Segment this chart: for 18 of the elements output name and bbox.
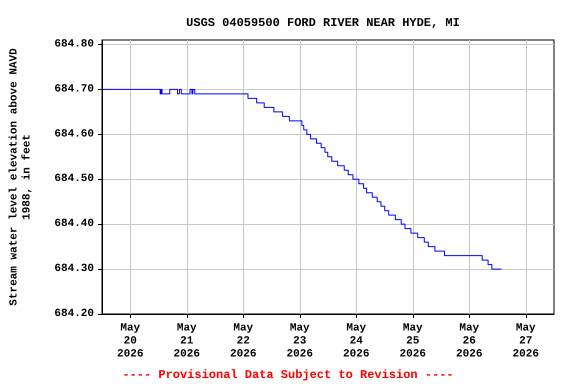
x-tick-label: May 22 2026 [230,322,256,360]
y-tick-label: 684.40 [54,218,94,230]
y-axis-title: Stream water level elevation above NAVD 1988, in feet [8,48,34,306]
y-tick-label: 684.70 [54,83,94,96]
chart-title: USGS 04059500 FORD RIVER NEAR HYDE, MI [186,16,460,30]
y-tick-label: 684.20 [54,308,94,320]
x-tick-label: May 26 2026 [456,322,482,360]
y-tick-label: 684.30 [54,263,94,276]
y-tick-label: 684.60 [54,128,94,140]
x-tick-label: May 24 2026 [343,322,370,360]
x-tick-label: May 20 2026 [117,322,144,360]
text: ---- Provisional Data Subject to Revision ---- [122,368,454,382]
y-tick-label: 684.80 [54,38,94,50]
x-tick-label: May 27 2026 [512,322,539,360]
y-tick-label: 684.50 [54,173,94,186]
x-tick-label: May 25 2026 [400,322,426,360]
x-tick-label: May 23 2026 [286,322,313,360]
x-tick-label: May 21 2026 [174,322,200,360]
